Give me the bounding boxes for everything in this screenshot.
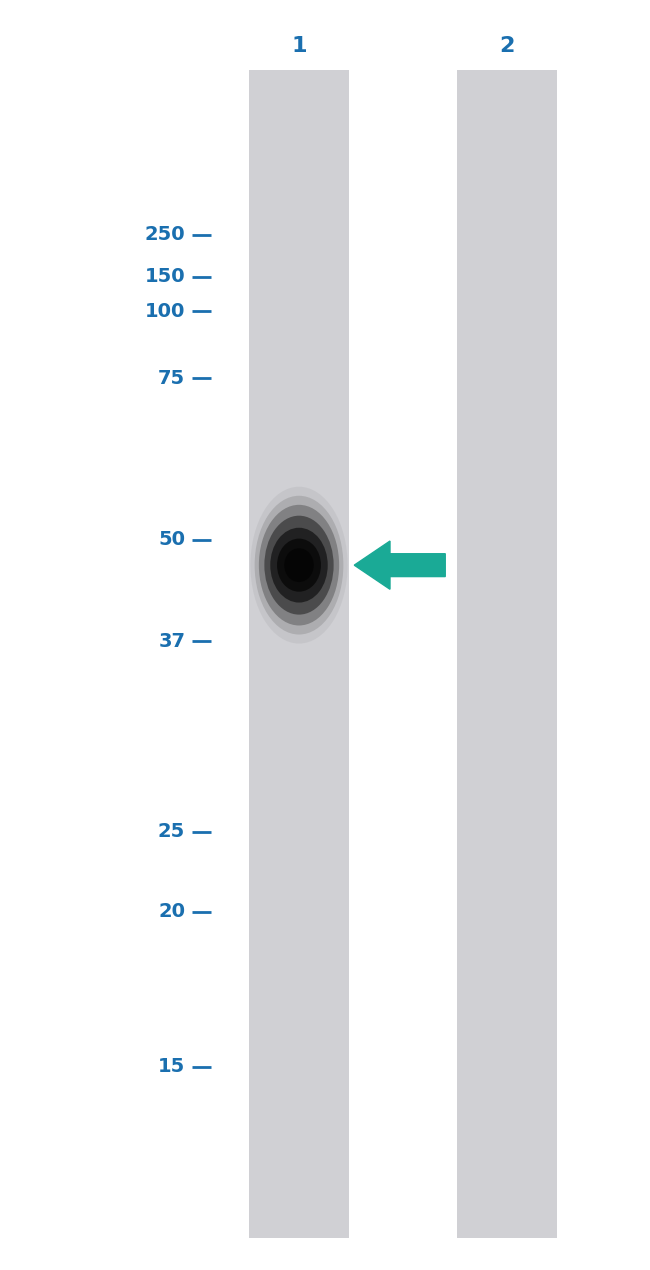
Text: 250: 250 [144, 226, 185, 244]
Text: 150: 150 [144, 268, 185, 286]
Text: 25: 25 [158, 823, 185, 841]
Text: 50: 50 [158, 531, 185, 549]
Ellipse shape [265, 516, 333, 615]
Bar [456, 70, 558, 1238]
Ellipse shape [277, 538, 321, 592]
Bar [248, 70, 350, 1238]
Bar [387, 70, 423, 1238]
Ellipse shape [250, 486, 348, 644]
Ellipse shape [284, 549, 314, 582]
Text: 37: 37 [158, 632, 185, 650]
Text: 2: 2 [499, 36, 515, 56]
Text: 75: 75 [158, 370, 185, 387]
Text: 100: 100 [145, 302, 185, 320]
Text: 1: 1 [291, 36, 307, 56]
Ellipse shape [270, 528, 328, 602]
FancyArrow shape [354, 541, 445, 589]
Text: 20: 20 [158, 903, 185, 921]
Ellipse shape [255, 495, 343, 635]
Text: 15: 15 [158, 1058, 185, 1076]
Ellipse shape [259, 504, 339, 626]
